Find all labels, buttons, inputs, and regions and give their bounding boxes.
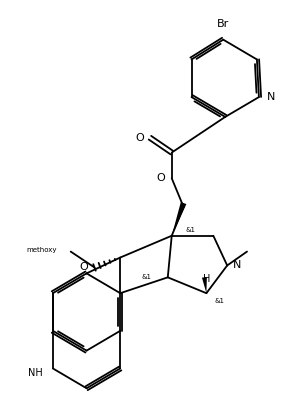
Text: NH: NH [28, 368, 43, 378]
Text: &1: &1 [214, 298, 224, 304]
Text: &1: &1 [142, 274, 152, 280]
Text: &1: &1 [186, 227, 196, 233]
Text: Br: Br [217, 19, 229, 29]
Text: O: O [135, 133, 144, 143]
Polygon shape [202, 277, 207, 293]
Text: O: O [156, 173, 165, 183]
Text: N: N [233, 261, 242, 270]
Text: O: O [80, 262, 88, 272]
Text: H: H [203, 274, 210, 285]
Text: N: N [267, 92, 275, 102]
Text: methoxy: methoxy [26, 247, 57, 253]
Polygon shape [172, 202, 186, 236]
